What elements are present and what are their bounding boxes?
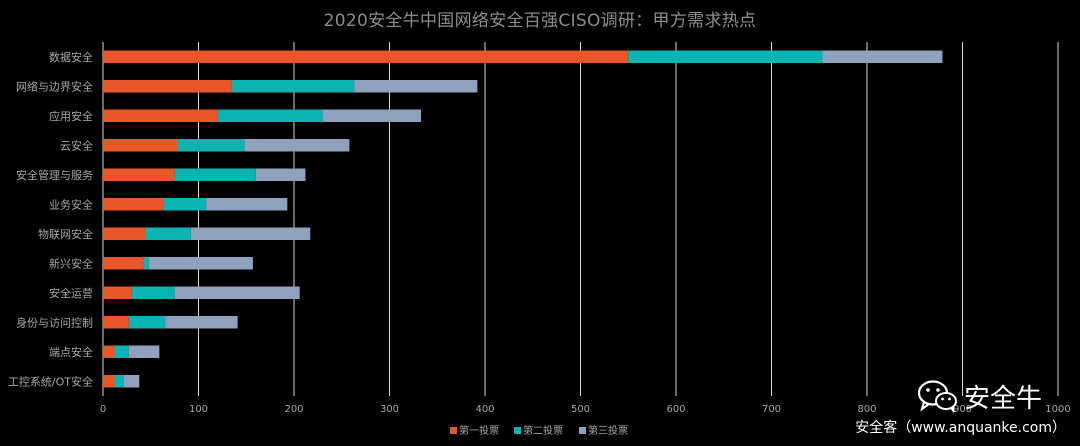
bar-segment	[103, 139, 178, 152]
bar-segment	[103, 198, 164, 211]
category-label: 数据安全	[49, 50, 93, 64]
chart-title: 2020安全牛中国网络安全百强CISO调研：甲方需求热点	[323, 11, 757, 31]
category-label: 安全运营	[49, 286, 93, 300]
bar-segment	[244, 139, 350, 152]
x-tick-label: 0	[100, 404, 106, 415]
bar-segment	[103, 286, 132, 299]
watermark-logo-text: 安全牛	[964, 384, 1043, 414]
bar-segment	[174, 286, 300, 299]
gridlines	[102, 42, 1059, 396]
bar-segment	[163, 198, 207, 211]
bar-segment	[165, 316, 238, 329]
bar-segment	[190, 227, 311, 240]
bar-segment	[103, 50, 629, 63]
legend-label: 第一投票	[459, 424, 499, 437]
bar-segment	[114, 375, 125, 388]
bar-segment	[131, 286, 175, 299]
x-tick-label: 200	[284, 404, 303, 415]
x-tick-label: 500	[571, 404, 590, 415]
category-label: 工控系统/OT安全	[8, 374, 93, 388]
category-label: 业务安全	[49, 197, 93, 211]
wechat-icon	[917, 380, 957, 413]
watermark-source-text: 安全客（www.anquanke.com）	[855, 420, 1066, 436]
category-label: 身份与访问控制	[16, 315, 93, 329]
bar-segment	[103, 257, 144, 270]
bar-segment	[148, 257, 253, 270]
category-label: 云安全	[60, 138, 93, 152]
bar-segment	[103, 345, 115, 358]
bar-segment	[217, 109, 323, 122]
bar-segment	[174, 168, 256, 181]
bar-segment	[128, 345, 160, 358]
bar-segment	[231, 80, 355, 93]
bar-segment	[103, 80, 232, 93]
category-label: 端点安全	[49, 345, 93, 359]
bar-segment	[103, 316, 129, 329]
legend-label: 第三投票	[588, 424, 628, 437]
legend: 第一投票 第二投票 第三投票	[450, 424, 628, 437]
bar-segment	[177, 139, 245, 152]
bar-segment	[206, 198, 288, 211]
bar-segment	[114, 345, 129, 358]
legend-swatch	[579, 427, 586, 434]
watermark: 安全牛	[916, 378, 1066, 414]
bar-segment	[145, 227, 191, 240]
bar-segment	[103, 227, 146, 240]
bar-segment	[628, 50, 823, 63]
legend-label: 第二投票	[523, 424, 563, 437]
x-tick-label: 900	[953, 404, 972, 415]
category-label: 安全管理与服务	[16, 168, 93, 182]
category-label: 网络与边界安全	[16, 79, 93, 93]
legend-swatch	[450, 427, 457, 434]
bar-segment	[103, 375, 115, 388]
x-tick-label: 1000	[1045, 404, 1070, 415]
bar-segment	[128, 316, 166, 329]
x-tick-label: 700	[762, 404, 781, 415]
bar-segment	[354, 80, 478, 93]
category-label: 应用安全	[49, 109, 93, 123]
category-label: 新兴安全	[49, 256, 93, 270]
category-labels: 数据安全网络与边界安全应用安全云安全安全管理与服务业务安全物联网安全新兴安全安全…	[8, 50, 93, 389]
bars	[103, 50, 943, 388]
bar-segment	[322, 109, 422, 122]
x-tick-labels: 0 100 200 300 400 500 600 700 800 900 1000	[100, 404, 1071, 415]
category-label: 物联网安全	[38, 227, 93, 241]
x-tick-label: 800	[857, 404, 876, 415]
x-tick-label: 400	[475, 404, 494, 415]
bar-segment	[124, 375, 140, 388]
bar-segment	[103, 109, 218, 122]
bar-segment	[822, 50, 943, 63]
bar-segment	[103, 168, 175, 181]
bar-segment	[143, 257, 149, 270]
legend-swatch	[514, 427, 521, 434]
x-tick-label: 100	[189, 404, 208, 415]
x-tick-label: 300	[380, 404, 399, 415]
x-tick-label: 600	[666, 404, 685, 415]
bar-segment	[255, 168, 306, 181]
